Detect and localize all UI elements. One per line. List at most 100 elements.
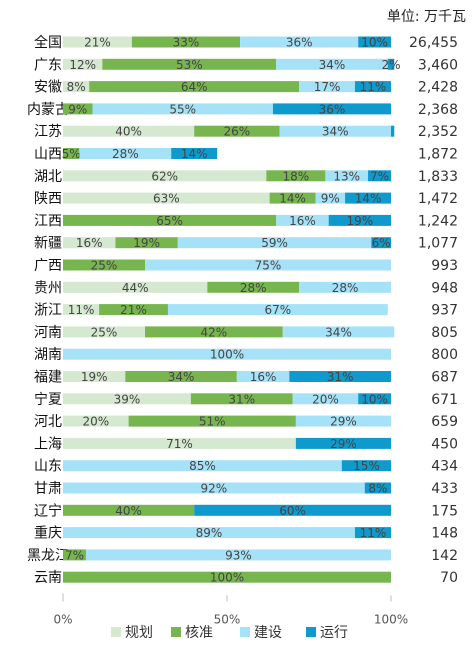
x-tick-label: 0% <box>53 613 72 627</box>
segment-label: 2% <box>381 58 400 72</box>
segment-label: 31% <box>327 370 354 384</box>
bar-segment <box>194 504 391 516</box>
bar-segment <box>63 571 391 583</box>
segment-label: 89% <box>196 526 223 540</box>
total-capacity: 142 <box>431 548 458 564</box>
segment-label: 19% <box>133 236 160 250</box>
total-capacity: 3,460 <box>418 57 458 73</box>
bar-segment <box>63 170 267 182</box>
total-capacity: 659 <box>431 414 458 430</box>
region-label: 云南 <box>34 570 62 586</box>
bar-segment <box>63 259 145 271</box>
total-capacity: 937 <box>431 303 458 319</box>
bar-segment <box>358 393 391 405</box>
bar-segment <box>276 214 329 226</box>
legend-swatch <box>111 627 121 637</box>
segment-label: 100% <box>210 571 244 585</box>
segment-label: 40% <box>115 504 142 518</box>
segment-label: 53% <box>176 58 203 72</box>
bar-segment <box>145 326 283 338</box>
bar-segment <box>63 36 132 48</box>
segment-label: 21% <box>84 36 111 50</box>
unit-label: 单位: 万千瓦 <box>386 9 466 25</box>
bar-segment <box>63 237 116 249</box>
bar-segment <box>63 214 277 226</box>
bar-segment <box>190 393 293 405</box>
segment-label: 6% <box>372 236 391 250</box>
region-label: 重庆 <box>34 526 62 542</box>
region-label: 安徽 <box>34 80 62 96</box>
bar-segment <box>299 81 355 93</box>
segment-label: 19% <box>347 214 374 228</box>
segment-label: 100% <box>210 348 244 362</box>
total-capacity: 687 <box>431 370 458 386</box>
segment-label: 10% <box>361 36 388 50</box>
bar-segment <box>131 36 241 48</box>
region-label: 山西 <box>34 147 62 163</box>
region-label: 新疆 <box>34 236 62 252</box>
bar-segment <box>63 460 342 472</box>
segment-label: 20% <box>82 415 109 429</box>
segment-label: 44% <box>122 281 149 295</box>
segment-label: 11% <box>360 526 387 540</box>
bar-segment <box>85 549 392 561</box>
bar-segment <box>63 125 195 137</box>
bar-segment <box>99 304 168 316</box>
region-label: 贵州 <box>34 280 62 296</box>
total-capacity: 1,472 <box>418 191 458 207</box>
bar-segment <box>292 393 359 405</box>
bar-segment <box>63 192 270 204</box>
total-capacity: 26,455 <box>409 35 458 51</box>
bar-segment <box>89 81 300 93</box>
legend-swatch <box>306 627 316 637</box>
total-capacity: 1,872 <box>418 147 458 163</box>
bar-segment <box>63 304 100 316</box>
region-label: 山东 <box>34 459 62 475</box>
x-tick-label: 100% <box>374 613 408 627</box>
region-label: 黑龙江 <box>27 548 69 564</box>
total-capacity: 948 <box>431 280 458 296</box>
segment-label: 9% <box>321 192 340 206</box>
segment-label: 62% <box>151 169 178 183</box>
segment-label: 16% <box>76 236 103 250</box>
bar-segment <box>63 527 355 539</box>
segment-label: 5% <box>62 147 81 161</box>
bar-segment <box>63 482 365 494</box>
bar-segment <box>299 281 391 293</box>
bar-segment <box>79 148 172 159</box>
legend-label: 建设 <box>254 625 282 641</box>
bar-segment <box>266 170 326 182</box>
legend-swatch <box>171 627 181 637</box>
bar-segment <box>207 281 300 293</box>
segment-label: 93% <box>225 548 252 562</box>
bar-segment <box>128 415 296 427</box>
segment-label: 19% <box>81 370 108 384</box>
segment-label: 36% <box>319 102 346 116</box>
segment-label: 26% <box>224 125 251 139</box>
bar-segment <box>63 371 126 382</box>
segment-label: 14% <box>355 192 382 206</box>
bar-segment <box>63 437 296 449</box>
segment-label: 65% <box>156 214 183 228</box>
total-capacity: 175 <box>431 503 458 519</box>
bar-segment <box>364 482 391 494</box>
region-label: 河南 <box>34 325 62 341</box>
bar-segment <box>177 237 372 249</box>
region-label: 全国 <box>34 34 62 51</box>
region-label: 甘肃 <box>34 481 62 497</box>
bar-segment <box>240 36 359 48</box>
region-label: 浙江 <box>34 303 62 319</box>
bar-segment <box>236 371 290 382</box>
segment-label: 40% <box>115 125 142 139</box>
segment-label: 34% <box>325 325 352 339</box>
bar-segment <box>358 36 391 48</box>
segment-label: 28% <box>332 281 359 295</box>
bar-segment <box>171 148 218 159</box>
region-label: 内蒙古 <box>27 102 69 118</box>
segment-label: 28% <box>240 281 267 295</box>
total-capacity: 671 <box>431 392 458 408</box>
region-label: 江西 <box>34 213 62 229</box>
segment-label: 64% <box>181 80 208 94</box>
region-label: 湖南 <box>34 347 62 363</box>
segment-label: 34% <box>319 58 346 72</box>
